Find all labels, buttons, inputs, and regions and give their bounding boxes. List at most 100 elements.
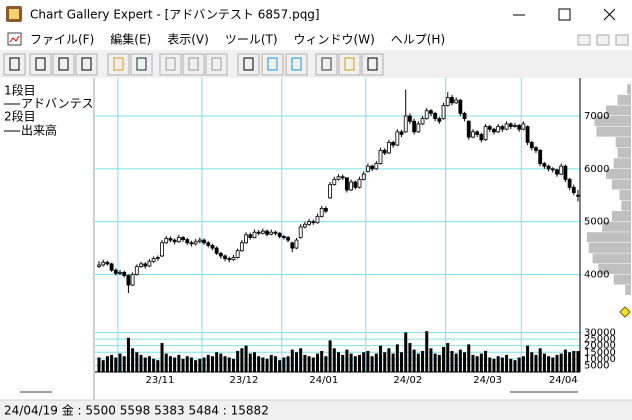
mdi-restore[interactable] [596,34,610,46]
toolbar-button[interactable] [75,53,98,76]
volume-bar [433,353,437,372]
candle-body [185,239,190,244]
candle-body [416,123,421,133]
volume-bar [101,360,105,372]
candle-body [248,234,253,238]
volume-bar [265,358,269,372]
volume-bar [471,354,475,372]
volume-bar [290,349,294,372]
volume-profile-bar [592,253,631,264]
candle-body [492,128,496,133]
y2-tick-label: 20000 [584,341,616,352]
toolbar-button[interactable] [361,53,384,76]
candle-body [139,263,143,267]
volume-bar [408,343,412,372]
maximize-button[interactable] [558,8,571,21]
toolbar-icon [113,57,124,71]
pane-label: 1段目 [4,83,36,98]
toolbar-button[interactable] [159,53,182,76]
volume-bar [198,358,202,372]
volume-bar [181,358,185,372]
toolbar-button[interactable] [29,53,52,76]
candle-body [387,142,391,154]
volume-bar [530,352,534,372]
candle-body [235,250,240,258]
menu-item[interactable]: 表示(V) [167,33,209,47]
candle-body [218,252,223,257]
volume-bar [294,352,298,372]
menu-item[interactable]: ヘルプ(H) [391,33,445,47]
candle-body [286,237,290,241]
volume-profile-bar [621,200,631,211]
candle-body [408,115,412,122]
volume-bar [395,344,399,372]
toolbar-button[interactable] [338,53,361,76]
volume-profile-bar [619,189,631,201]
candle-body [370,165,375,170]
candle-body [332,178,337,186]
candle-body [475,131,480,135]
candle-body [513,125,517,127]
volume-bar [282,357,286,372]
volume-profile-bar [606,105,631,116]
candle-body [164,238,169,244]
toolbar-button[interactable] [285,53,308,76]
menu-item[interactable]: ツール(T) [225,33,278,47]
candle-body [466,120,471,138]
volume-profile-bar [617,94,631,105]
y-tick-label: 6000 [584,164,609,175]
menu-item[interactable]: 編集(E) [110,32,151,47]
candle-body [454,99,459,104]
volume-bar [139,354,143,372]
candle-body [462,112,467,120]
volume-bar [391,353,395,372]
volume-bar [311,357,315,372]
candle-body [563,165,568,180]
candle-body [202,239,206,244]
candle-body [424,110,429,120]
volume-bar [269,354,273,372]
candle-body [277,232,282,237]
doc-icon[interactable] [7,32,22,46]
volume-bar [206,354,210,372]
toolbar-button[interactable] [261,53,284,76]
mdi-close[interactable] [615,34,629,46]
mdi-min[interactable] [577,34,591,46]
candle-body [420,118,425,125]
volume-bar [337,352,340,372]
volume-profile-bar [613,158,631,169]
toolbar-button[interactable] [237,53,260,76]
volume-profile-bar [627,84,631,95]
candle-body [433,112,438,120]
volume-bar [500,357,504,372]
candle-body [542,163,547,167]
close-button[interactable] [603,8,616,21]
toolbar-button[interactable] [315,53,338,76]
toolbar-button[interactable] [52,53,75,76]
volume-bar [559,353,563,372]
volume-bar [509,358,513,372]
volume-profile-bar [615,137,631,148]
toolbar-icon [58,57,69,71]
volume-profile-bar [596,126,631,137]
volume-bar [492,358,496,372]
toolbar-button[interactable] [205,53,228,76]
candle-body [118,271,122,274]
toolbar-button[interactable] [182,53,205,76]
candle-body [496,126,501,133]
toolbar-icon [367,57,378,71]
candle-body [147,260,152,267]
menu-item[interactable]: ファイル(F) [30,33,94,47]
volume-profile-bar [617,147,631,158]
toolbar-button[interactable] [130,53,153,76]
pane-list [0,78,93,400]
candle-body [176,237,181,243]
candle-body [328,184,332,199]
volume-bar [547,356,551,372]
toolbar-button[interactable] [3,53,26,76]
volume-bar [412,349,416,372]
menu-item[interactable]: ウィンドウ(W) [294,33,375,47]
toolbar-button[interactable] [107,53,130,76]
x-tick-label: 24/01 [309,375,338,386]
